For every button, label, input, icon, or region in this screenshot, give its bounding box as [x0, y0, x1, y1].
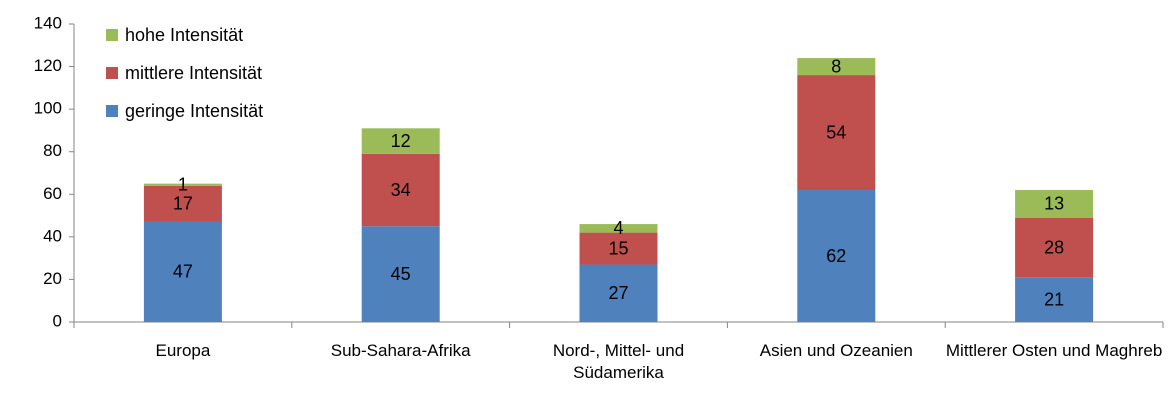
bar-segment — [797, 75, 876, 191]
bar-segment — [797, 190, 876, 322]
bar-segment — [797, 58, 876, 76]
y-tick-label: 60 — [43, 184, 62, 203]
legend-swatch — [106, 29, 118, 41]
legend-swatch — [106, 105, 118, 117]
legend-label: geringe Intensität — [125, 101, 263, 121]
bar-segment — [579, 232, 658, 265]
x-tick-label: Nord-, Mittel- und Südamerika — [552, 341, 685, 382]
data-label: 27 — [608, 283, 628, 303]
data-label: 13 — [1044, 194, 1064, 214]
y-tick-label: 0 — [53, 311, 62, 330]
legend-label: mittlere Intensität — [125, 63, 262, 83]
bar-segment — [361, 128, 440, 154]
x-tick-label: Asien und Ozeanien — [759, 341, 913, 360]
bar-segment — [1015, 217, 1094, 278]
y-tick-label: 100 — [34, 99, 62, 118]
data-label: 8 — [831, 56, 841, 76]
data-label: 17 — [173, 194, 193, 214]
y-tick-label: 140 — [34, 13, 62, 32]
bar-segment — [1015, 277, 1094, 322]
data-label: 28 — [1044, 237, 1064, 257]
bar-segment — [579, 264, 658, 322]
bar-segment — [143, 185, 222, 222]
data-label: 54 — [826, 122, 846, 142]
data-label: 34 — [391, 180, 411, 200]
data-label: 12 — [391, 131, 411, 151]
bar-segment — [361, 226, 440, 322]
x-tick-label-box: Mittlerer Osten und Maghreb — [945, 341, 1163, 360]
data-label: 21 — [1044, 289, 1064, 309]
data-label: 62 — [826, 246, 846, 266]
bar-segment — [1015, 190, 1094, 218]
bar-segment — [143, 183, 222, 186]
x-tick-label-box: Europa — [155, 341, 211, 360]
y-tick-label: 120 — [34, 56, 62, 75]
x-tick-label: Mittlerer Osten und Maghreb — [945, 341, 1163, 360]
x-tick-label: Sub-Sahara-Afrika — [330, 341, 471, 360]
data-label: 4 — [613, 218, 623, 238]
x-tick-label-box: Sub-Sahara-Afrika — [330, 341, 471, 360]
data-label: 15 — [608, 238, 628, 258]
data-label: 47 — [173, 262, 193, 282]
bar-segment — [143, 221, 222, 322]
x-tick-label: Europa — [155, 341, 211, 360]
y-tick-label: 20 — [43, 269, 62, 288]
bar-segment — [579, 224, 658, 233]
bar-segment — [361, 153, 440, 227]
legend-swatch — [106, 67, 118, 79]
legend-label: hohe Intensität — [125, 25, 243, 45]
y-tick-label: 40 — [43, 226, 62, 245]
x-tick-label-box: Nord-, Mittel- und Südamerika — [552, 341, 685, 382]
data-label: 45 — [391, 264, 411, 284]
y-tick-label: 80 — [43, 141, 62, 160]
data-label: 1 — [178, 174, 188, 194]
x-tick-label-box: Asien und Ozeanien — [759, 341, 913, 360]
